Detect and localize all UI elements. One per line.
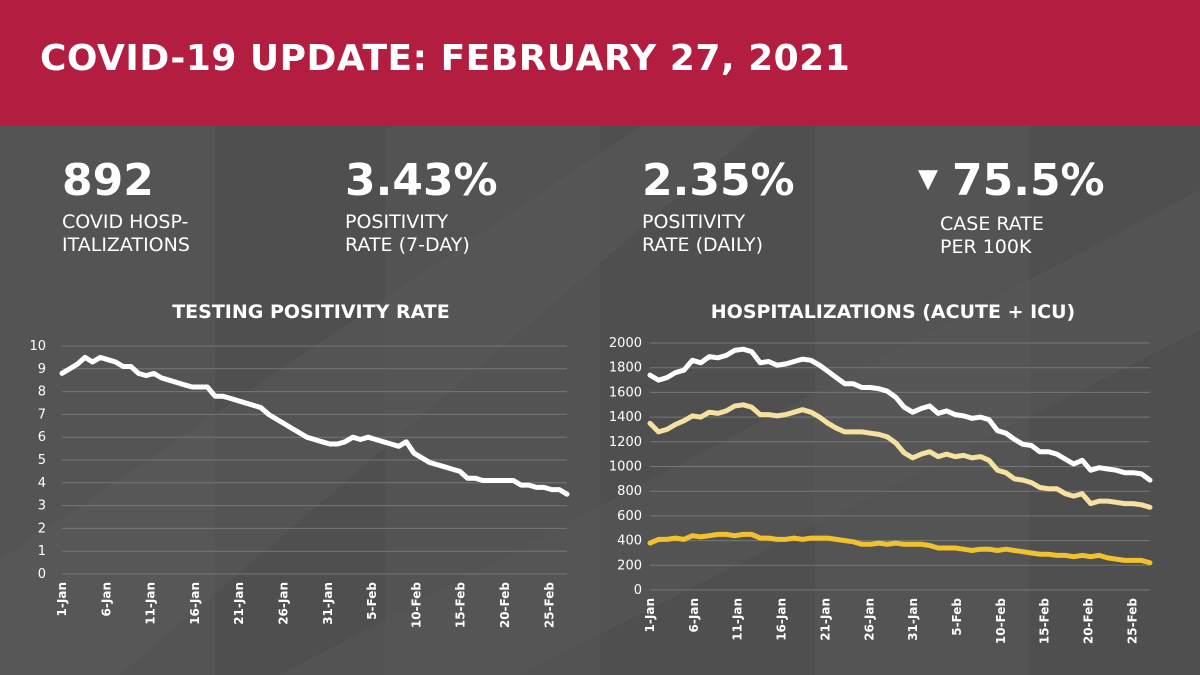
chart-title: HOSPITALIZATIONS (ACUTE + ICU): [711, 301, 1075, 323]
x-tick-label: 15-Feb: [454, 582, 468, 629]
x-tick-label: 25-Feb: [542, 582, 556, 629]
x-tick-label: 6-Jan: [99, 582, 113, 616]
stat-value: ▼ 75.5%: [918, 155, 1105, 209]
x-tick-label: 20-Feb: [498, 582, 512, 629]
x-tick-label: 31-Jan: [906, 598, 920, 641]
series-line: [647, 531, 1153, 566]
y-tick-label: 7: [38, 407, 46, 422]
y-tick-label: 600: [617, 509, 642, 524]
y-tick-label: 3: [38, 499, 46, 514]
stat-label-line2: ITALIZATIONS: [62, 234, 190, 256]
stat-value-number: 75.5%: [952, 155, 1105, 206]
stat-label-line2: RATE (DAILY): [642, 234, 763, 256]
y-tick-label: 0: [38, 567, 46, 582]
stat-label: CASE RATE PER 100K: [940, 213, 1105, 259]
y-tick-label: 9: [38, 362, 46, 377]
stat-value: 2.35%: [642, 155, 795, 206]
y-tick-label: 400: [617, 534, 642, 549]
series-line: [59, 354, 570, 497]
stat-positivity-daily: 2.35% POSITIVITY RATE (DAILY): [642, 155, 795, 257]
x-tick-label: 26-Jan: [276, 582, 290, 625]
stat-label-line1: POSITIVITY: [345, 211, 449, 233]
y-tick-label: 1600: [609, 385, 642, 400]
x-tick-label: 26-Jan: [862, 598, 876, 641]
y-tick-label: 8: [38, 385, 46, 400]
x-tick-label: 1-Jan: [643, 598, 657, 632]
x-tick-label: 21-Jan: [232, 582, 246, 625]
y-tick-label: 800: [617, 484, 642, 499]
stat-label: COVID HOSP- ITALIZATIONS: [62, 211, 190, 257]
x-tick-label: 10-Feb: [994, 598, 1008, 645]
stat-label-line1: COVID HOSP-: [62, 211, 189, 233]
header-bar: COVID-19 UPDATE: FEBRUARY 27, 2021: [0, 0, 1200, 126]
x-tick-label: 16-Jan: [188, 582, 202, 625]
x-tick-label: 11-Jan: [731, 598, 745, 641]
page-title: COVID-19 UPDATE: FEBRUARY 27, 2021: [40, 38, 851, 79]
y-tick-label: 2000: [609, 336, 642, 351]
stat-label: POSITIVITY RATE (DAILY): [642, 211, 795, 257]
x-tick-label: 11-Jan: [144, 582, 158, 625]
y-tick-label: 1: [38, 544, 46, 559]
y-tick-label: 1800: [609, 361, 642, 376]
x-tick-label: 31-Jan: [321, 582, 335, 625]
x-tick-label: 20-Feb: [1082, 598, 1096, 645]
x-tick-label: 5-Feb: [950, 598, 964, 636]
stat-value: 3.43%: [345, 155, 498, 206]
y-tick-label: 6: [38, 430, 46, 445]
stat-positivity-7day: 3.43% POSITIVITY RATE (7-DAY): [345, 155, 498, 257]
y-tick-label: 5: [38, 453, 46, 468]
chart-title: TESTING POSITIVITY RATE: [172, 301, 450, 323]
down-arrow-icon: ▼: [918, 164, 938, 194]
stat-label-line1: POSITIVITY: [642, 211, 746, 233]
x-tick-label: 6-Jan: [687, 598, 701, 632]
stat-value: 892: [62, 155, 154, 206]
x-tick-label: 21-Jan: [818, 598, 832, 641]
y-tick-label: 0: [634, 583, 642, 598]
stat-label-line1: CASE RATE: [940, 213, 1044, 235]
x-tick-label: 10-Feb: [409, 582, 423, 629]
x-tick-label: 25-Feb: [1125, 598, 1139, 645]
stat-label-line2: PER 100K: [940, 236, 1032, 258]
y-tick-label: 4: [38, 476, 46, 491]
stat-case-rate: ▼ 75.5% CASE RATE PER 100K: [918, 155, 1105, 259]
y-tick-label: 1400: [609, 410, 642, 425]
stat-label: POSITIVITY RATE (7-DAY): [345, 211, 498, 257]
x-tick-label: 16-Jan: [775, 598, 789, 641]
stat-hospitalizations: 892 COVID HOSP- ITALIZATIONS: [62, 155, 190, 257]
y-tick-label: 1200: [609, 435, 642, 450]
y-tick-label: 200: [617, 558, 642, 573]
y-tick-label: 2: [38, 521, 46, 536]
x-tick-label: 5-Feb: [365, 582, 379, 620]
series-line: [647, 346, 1153, 483]
x-tick-label: 15-Feb: [1038, 598, 1052, 645]
y-tick-label: 1000: [609, 460, 642, 475]
y-tick-label: 10: [29, 339, 46, 354]
stat-label-line2: RATE (7-DAY): [345, 234, 470, 256]
series-line: [647, 402, 1153, 510]
x-tick-label: 1-Jan: [55, 582, 69, 616]
